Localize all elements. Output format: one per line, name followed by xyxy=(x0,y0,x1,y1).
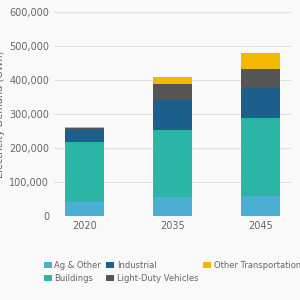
Bar xyxy=(153,84,192,100)
Bar xyxy=(241,53,280,70)
Y-axis label: Electricity Demand (GWh): Electricity Demand (GWh) xyxy=(0,50,5,178)
Bar xyxy=(153,130,192,197)
Bar xyxy=(153,100,192,130)
Bar xyxy=(241,70,280,88)
Legend: Ag & Other, Buildings, Industrial, Light-Duty Vehicles, Other Transportation: Ag & Other, Buildings, Industrial, Light… xyxy=(44,261,300,283)
Bar xyxy=(241,118,280,196)
Bar xyxy=(65,202,104,216)
Bar xyxy=(153,197,192,216)
Bar xyxy=(65,142,104,203)
Bar xyxy=(241,196,280,216)
Bar xyxy=(241,88,280,118)
Bar xyxy=(65,128,104,130)
Bar xyxy=(153,77,192,84)
Bar xyxy=(65,130,104,142)
